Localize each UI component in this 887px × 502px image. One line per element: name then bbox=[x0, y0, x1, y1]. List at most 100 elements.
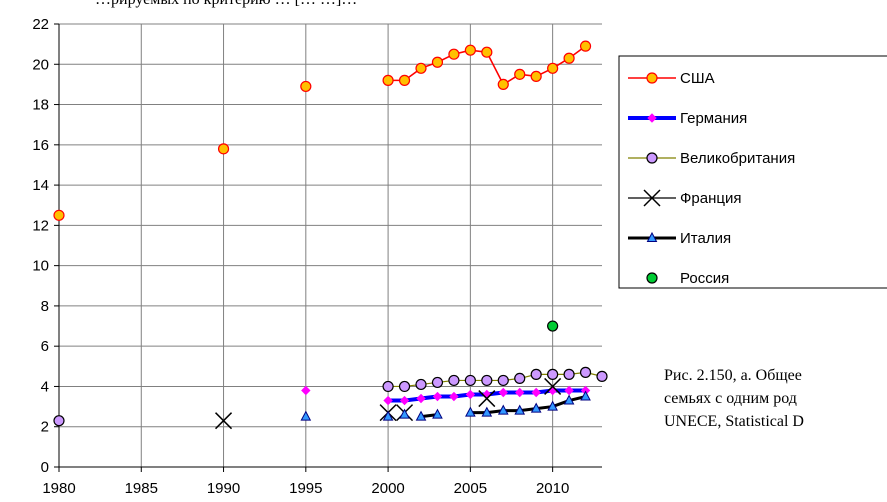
y-tick-label: 4 bbox=[41, 378, 49, 395]
data-point bbox=[415, 378, 427, 391]
legend-item-2: Великобритания bbox=[628, 150, 795, 167]
y-tick-label: 14 bbox=[32, 177, 49, 194]
legend-marker bbox=[646, 72, 658, 84]
data-point bbox=[217, 143, 230, 155]
legend-label: Италия bbox=[680, 230, 731, 247]
legend-box bbox=[618, 55, 887, 289]
data-point bbox=[530, 70, 542, 82]
y-tick-label: 16 bbox=[32, 137, 49, 154]
y-tick-label: 22 bbox=[32, 16, 49, 33]
data-point bbox=[464, 44, 476, 56]
legend-marker bbox=[643, 189, 661, 207]
data-point bbox=[382, 74, 394, 86]
data-point bbox=[399, 395, 410, 406]
series-2 bbox=[53, 366, 608, 427]
grid bbox=[59, 23, 602, 467]
data-point bbox=[514, 404, 526, 415]
series-0 bbox=[53, 40, 592, 221]
legend-marker bbox=[647, 113, 657, 123]
caption-line-1: Рис. 2.150, а. Общее bbox=[664, 367, 802, 384]
data-point bbox=[416, 393, 426, 404]
plot-area bbox=[59, 24, 602, 467]
y-tick-label: 20 bbox=[32, 56, 49, 73]
legend-item-1: Германия bbox=[628, 110, 747, 127]
y-tick-label: 6 bbox=[41, 338, 49, 355]
legend-marker bbox=[646, 152, 658, 164]
data-point bbox=[432, 408, 443, 419]
x-tick-label: 1980 bbox=[42, 480, 75, 497]
data-point bbox=[478, 390, 496, 408]
legend-marker bbox=[646, 231, 658, 242]
legend-label: Германия bbox=[680, 110, 747, 127]
data-point bbox=[300, 410, 312, 421]
data-point bbox=[431, 56, 444, 68]
data-point bbox=[531, 387, 541, 398]
data-point bbox=[514, 372, 526, 384]
data-point bbox=[53, 209, 65, 221]
data-point bbox=[547, 400, 558, 411]
legend-marker bbox=[646, 272, 658, 284]
legend-item-4: Италия bbox=[628, 230, 731, 247]
legend-item-3: Франция bbox=[628, 189, 741, 207]
data-point bbox=[481, 46, 493, 58]
y-tick-label: 8 bbox=[41, 298, 49, 315]
x-tick-label: 1990 bbox=[207, 480, 240, 497]
data-point bbox=[383, 395, 393, 406]
data-point bbox=[563, 394, 575, 405]
series-1 bbox=[301, 385, 591, 406]
data-point bbox=[464, 374, 476, 387]
series-4 bbox=[300, 390, 591, 421]
y-tick-label: 2 bbox=[41, 419, 49, 436]
legend: США Германия Великобритания Франция Италия Ро… bbox=[618, 55, 887, 289]
y-tick-label: 18 bbox=[32, 97, 49, 114]
caption-line-2: семьях с одним род bbox=[664, 390, 797, 407]
series-5 bbox=[547, 320, 559, 332]
data-point bbox=[481, 406, 493, 417]
data-point bbox=[382, 410, 394, 421]
data-point bbox=[497, 404, 509, 415]
y-tick-label: 0 bbox=[41, 459, 49, 476]
y-tick-label: 12 bbox=[32, 217, 49, 234]
data-point bbox=[432, 391, 443, 402]
series-layer bbox=[53, 40, 608, 430]
x-tick-label: 2005 bbox=[454, 480, 487, 497]
y-tick-label: 10 bbox=[32, 258, 49, 275]
data-point bbox=[530, 368, 542, 380]
data-point bbox=[415, 62, 427, 74]
data-point bbox=[530, 402, 542, 413]
data-point bbox=[481, 374, 493, 387]
data-point bbox=[465, 406, 476, 417]
caption-line-3: UNECE, Statistical D bbox=[664, 413, 804, 430]
data-point bbox=[547, 320, 559, 332]
legend-label: США bbox=[680, 70, 715, 87]
legend-label: Россия bbox=[680, 270, 729, 287]
data-point bbox=[300, 80, 312, 93]
x-tick-label: 1995 bbox=[289, 480, 322, 497]
data-point bbox=[515, 387, 525, 398]
data-point bbox=[448, 374, 460, 387]
data-point bbox=[563, 368, 575, 380]
legend-item-5: Россия bbox=[646, 270, 729, 287]
data-point bbox=[514, 68, 526, 80]
data-point bbox=[215, 412, 233, 430]
data-point bbox=[301, 385, 311, 396]
data-point bbox=[544, 377, 562, 395]
data-point bbox=[579, 366, 592, 378]
data-point bbox=[547, 62, 559, 74]
data-point bbox=[497, 374, 509, 387]
x-tick-label: 1985 bbox=[125, 480, 158, 497]
data-point bbox=[547, 368, 559, 380]
data-point bbox=[465, 389, 476, 400]
data-point bbox=[448, 48, 460, 60]
data-point bbox=[398, 74, 411, 86]
data-point bbox=[53, 415, 65, 427]
axes: 0 2 4 6 8 10 12 14 16 18 20 22 1980 1985 1990 1995 2000 2… bbox=[32, 16, 602, 497]
data-point bbox=[497, 78, 509, 91]
data-point bbox=[580, 390, 591, 401]
legend-label: Франция bbox=[680, 190, 741, 207]
legend-label: Великобритания bbox=[680, 150, 795, 167]
data-point bbox=[449, 391, 459, 402]
x-tick-label: 2000 bbox=[371, 480, 404, 497]
figure-caption: Рис. 2.150, а. Общее семьях с одним род … bbox=[664, 364, 887, 433]
